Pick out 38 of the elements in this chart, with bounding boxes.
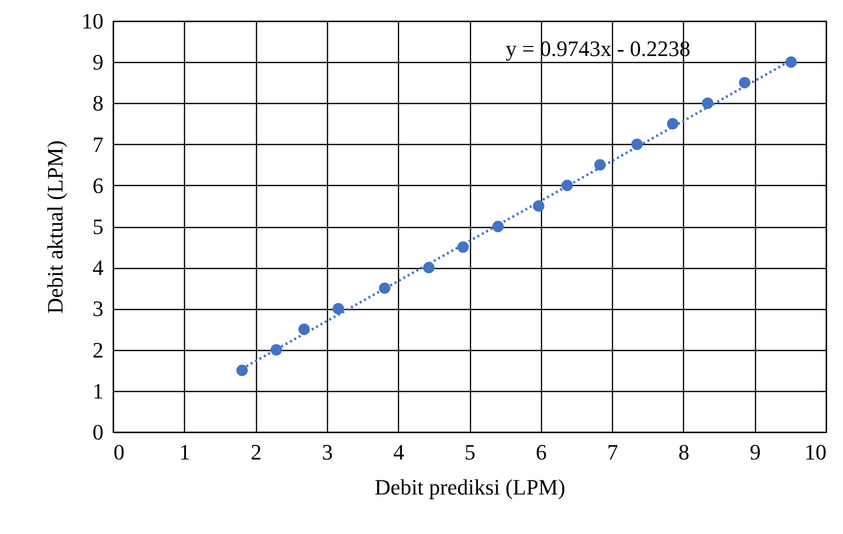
point [561,180,573,192]
x-tick-label: 3 [322,440,333,464]
point [423,262,435,274]
x-tick-label: 10 [804,440,826,464]
x-tick-label: 7 [607,440,618,464]
x-tick-label: 6 [536,440,547,464]
y-tick-label: 1 [92,378,104,404]
point [702,98,714,109]
y-tick-label: 3 [92,296,104,322]
point [594,159,606,171]
x-tick-label: 1 [179,440,190,464]
point [236,364,248,376]
y-tick-label: 5 [92,214,104,239]
x-tick-label: 2 [250,440,262,464]
y-tick-label: 9 [92,50,104,75]
x-tick-label: 0 [114,440,124,464]
point [739,76,750,88]
point [270,344,282,356]
point [332,303,344,314]
x-axis-title: Debit prediksi (LPM) [374,474,566,500]
y-axis-title: Debit aktual (LPM) [42,140,68,314]
y-tick-label: 6 [92,172,104,198]
point [298,324,310,335]
y-tick-label: 2 [92,337,104,362]
y-tick-label: 0 [92,420,104,444]
x-tick-label: 9 [750,440,761,464]
point [785,56,797,68]
point [532,200,544,212]
y-tick-label: 7 [92,132,104,157]
point [378,282,390,294]
y-tick-label: 10 [82,8,104,34]
x-tick-label: 5 [464,440,476,464]
x-tick-label: 8 [678,440,690,464]
y-tick-label: 8 [92,90,104,116]
x-tick-label: 4 [393,440,404,464]
point [631,138,643,150]
point [667,118,678,130]
y-tick-label: 4 [92,255,104,280]
